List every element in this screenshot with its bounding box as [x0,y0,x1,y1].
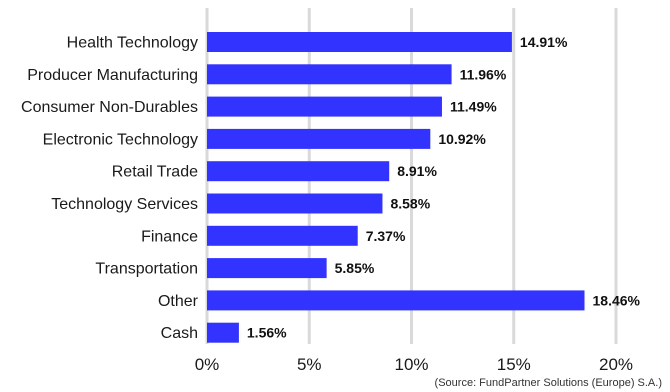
x-tick-label: 0% [195,355,220,374]
bar [207,225,358,246]
x-tick-label: 20% [599,355,633,374]
bars [207,32,585,343]
bar [207,258,327,279]
bar [207,322,239,343]
bar [207,290,585,311]
category-label: Technology Services [51,196,198,213]
category-label: Consumer Non-Durables [21,99,198,116]
bar [207,128,431,149]
value-label: 7.37% [366,228,406,244]
value-label: 11.96% [460,66,507,82]
grid-lines [205,8,618,344]
value-label: 8.58% [390,196,430,212]
bar [207,96,442,117]
category-label: Transportation [95,261,198,278]
value-label: 1.56% [247,325,287,341]
category-labels: Health Technology Producer Manufacturing C… [21,35,199,343]
bar [207,64,452,85]
category-label: Other [158,293,199,310]
value-labels: 14.91% 11.96% 11.49% 10.92%8.91% 8.58% 7.37% 5… [247,34,641,341]
value-label: 8.91% [397,163,437,179]
value-label: 11.49% [450,99,497,115]
category-label: Electronic Technology [43,131,198,148]
value-label: 10.92% [438,131,486,147]
value-label: 14.91% [520,34,568,50]
bar [207,193,383,214]
category-label: Cash [161,325,198,342]
category-label: Retail Trade [112,164,198,181]
value-label: 5.85% [335,260,375,276]
category-label: Health Technology [67,35,198,52]
category-label: Finance [141,228,198,245]
bar [207,161,390,182]
x-tick-label: 15% [497,355,531,374]
x-tick-label: 5% [297,355,322,374]
category-label: Producer Manufacturing [27,67,198,84]
value-label: 18.46% [593,292,641,308]
x-tick-label: 10% [394,355,428,374]
bar [207,32,512,52]
source-note: (Source: FundPartner Solutions (Europe) … [434,377,662,389]
x-axis-tick-labels: 0% 5% 10% 15% 20% [195,355,633,374]
